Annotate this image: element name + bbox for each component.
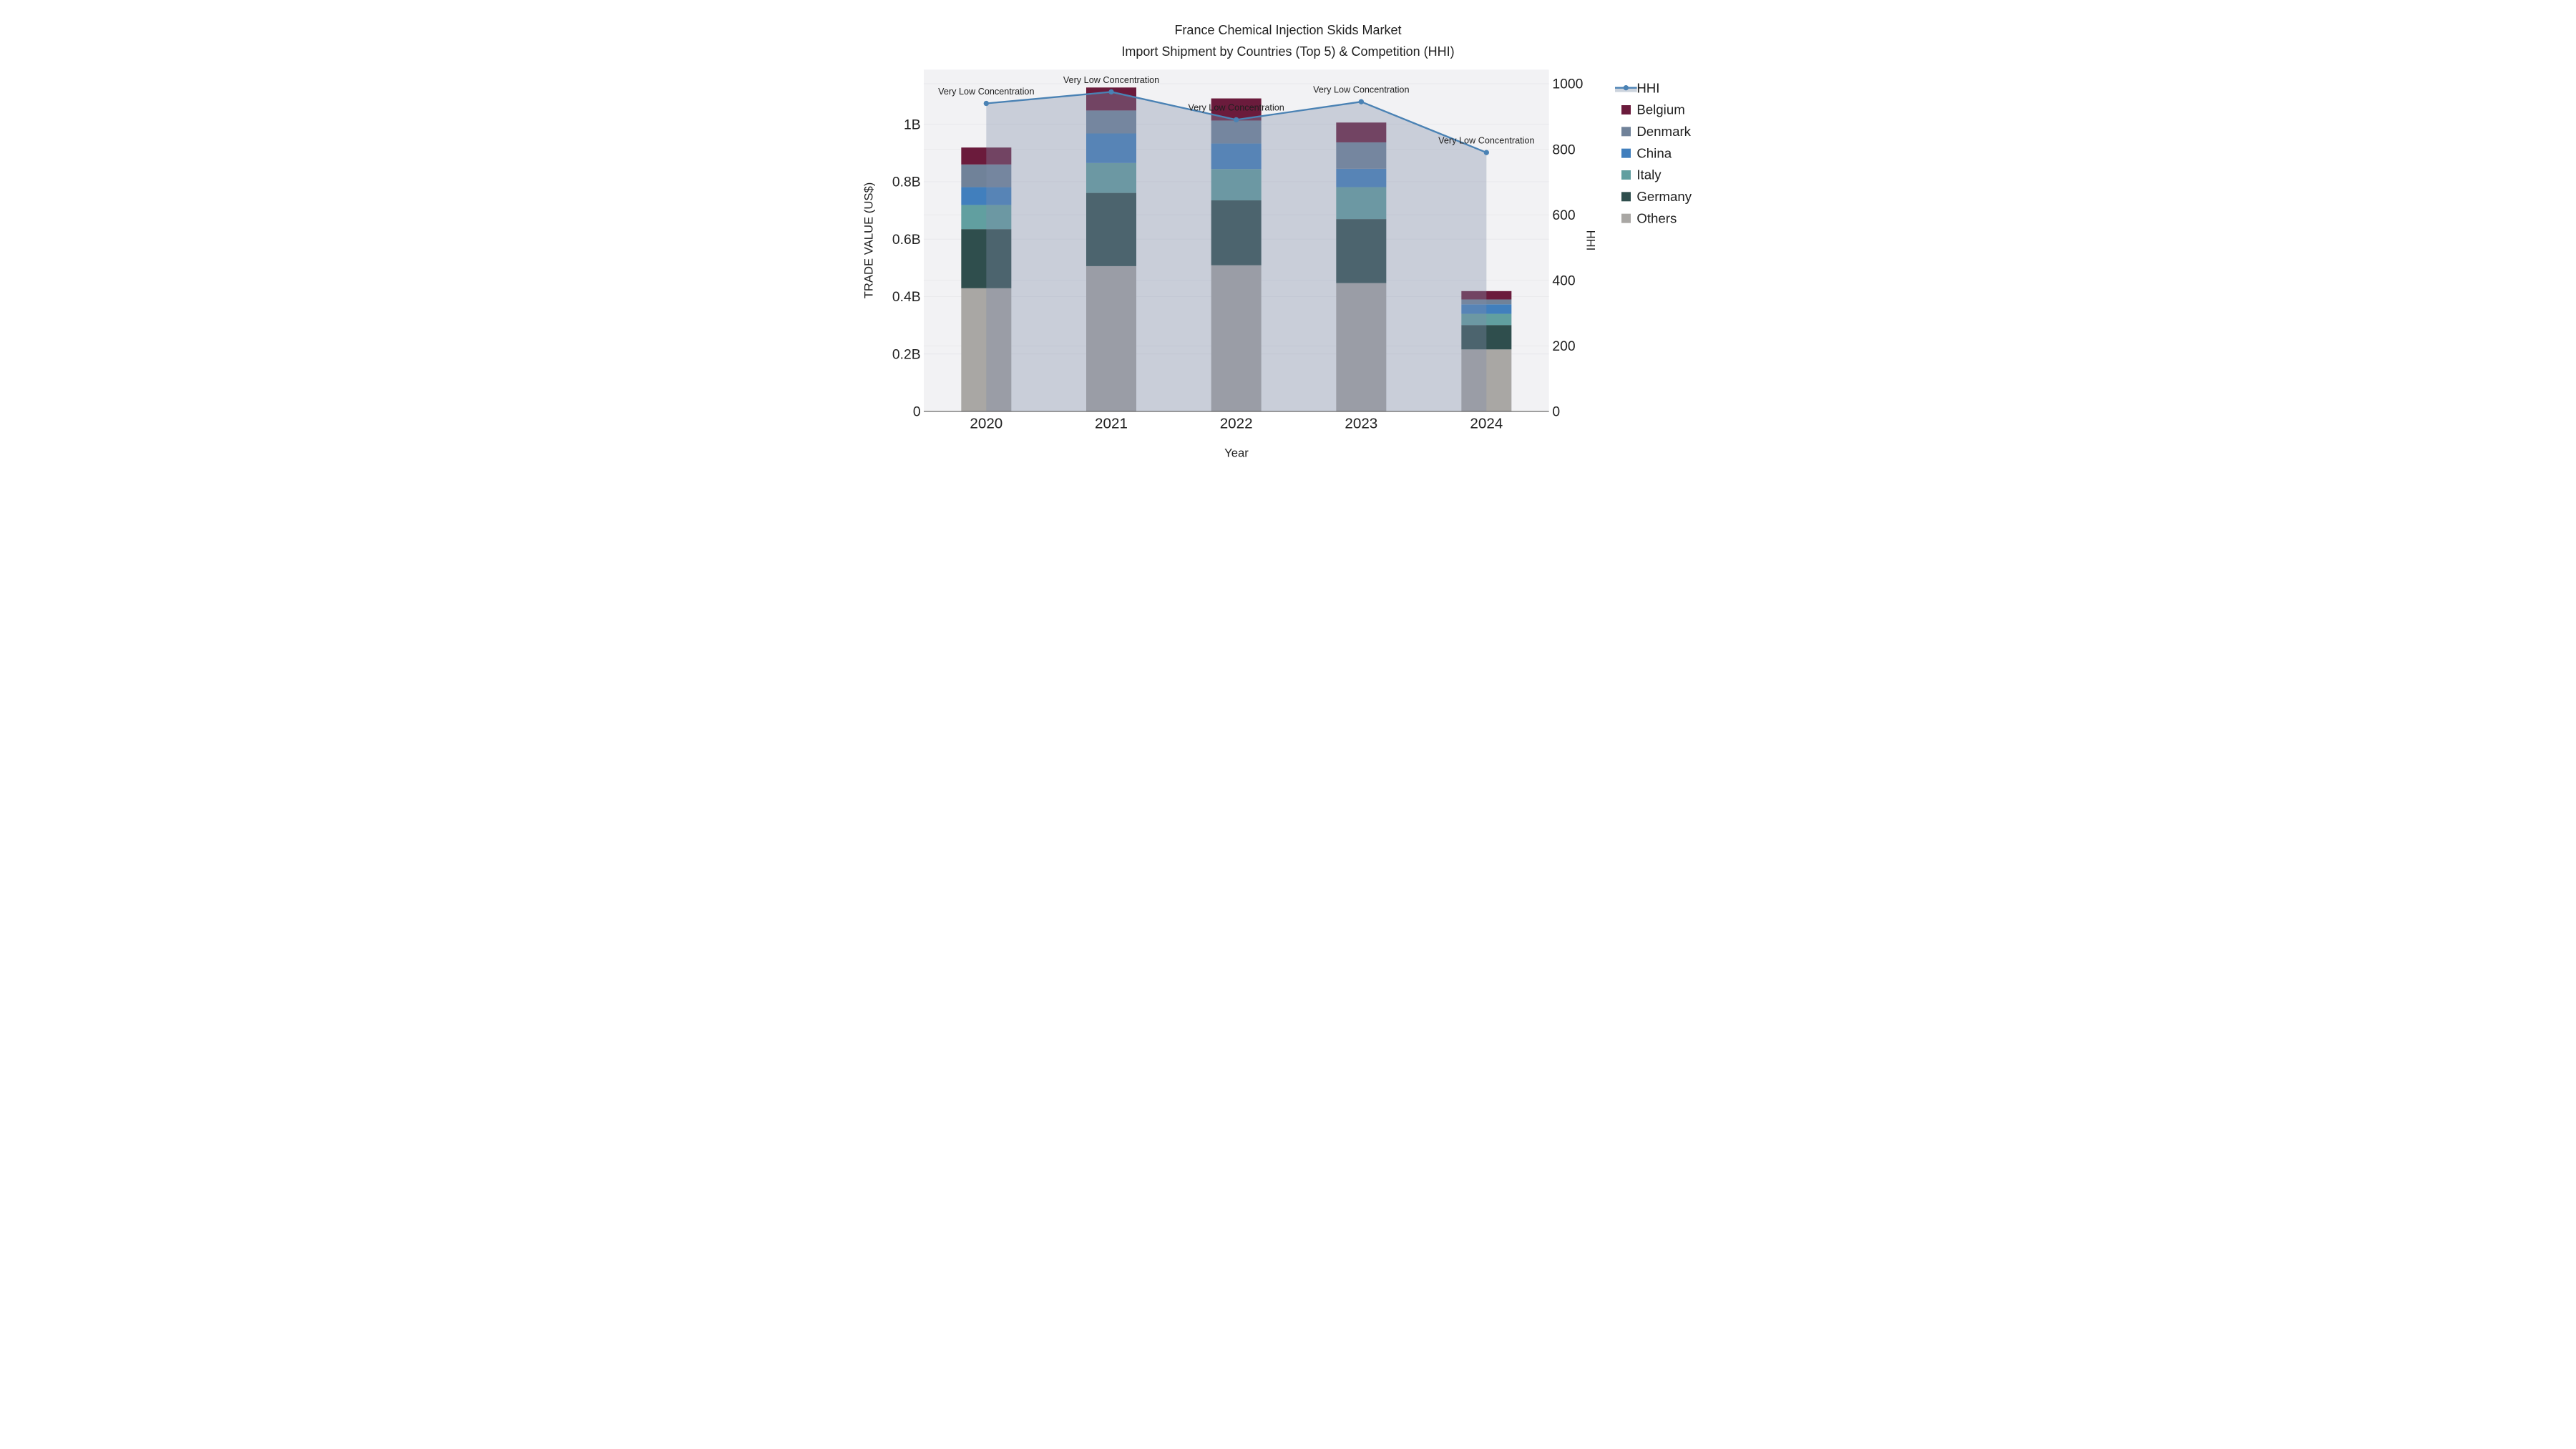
bar-segment-italy-2024 [1461,313,1512,326]
bar-segment-germany-2021 [1086,192,1136,266]
bar-segment-china-2024 [1461,304,1512,314]
hhi-markers [983,89,1489,155]
y-left-tick-0.8B: 0.8B [892,175,921,190]
annotation-2023: Very Low Concentration [1313,85,1409,95]
y-left-tick-labels: 0 0.2B 0.4B 0.6B 0.8B 1B [892,117,921,419]
legend-swatch-hhi-marker [1623,85,1629,91]
legend-item-germany[interactable]: Germany [1621,189,1692,204]
legend-label-china: China [1636,145,1672,160]
annotation-2022: Very Low Concentration [1188,103,1284,113]
hhi-marker-2020 [983,100,989,107]
bar-segment-others-2020 [961,288,1012,411]
x-tick-2021: 2021 [1095,416,1128,432]
hhi-marker-2021 [1108,89,1114,95]
legend-item-others[interactable]: Others [1621,210,1677,225]
legend-item-hhi[interactable]: HHI [1615,80,1659,95]
stacked-bars [961,87,1512,411]
x-tick-labels: 2020 2021 2022 2023 2024 [970,416,1503,432]
bar-segment-belgium-2024 [1461,291,1512,300]
legend-swatch-italy [1621,170,1631,180]
hhi-marker-2024 [1483,150,1489,155]
legend-swatch-others [1621,213,1631,223]
bar-segment-italy-2021 [1086,162,1136,193]
bar-segment-denmark-2021 [1086,110,1136,134]
legend-label-hhi: HHI [1636,80,1659,95]
annotation-2024: Very Low Concentration [1438,136,1534,146]
hhi-area-fill [986,92,1487,411]
hhi-marker-2023 [1358,99,1364,104]
legend-label-belgium: Belgium [1636,102,1684,117]
legend-swatch-belgium [1621,105,1631,114]
hhi-area-polygon [986,92,1487,411]
chart-canvas: Very Low Concentration Very Low Concentra… [859,0,1717,483]
bar-segment-germany-2020 [961,229,1012,288]
bar-segment-germany-2022 [1211,200,1262,265]
legend-label-italy: Italy [1636,167,1662,182]
y-right-tick-labels: 0 200 400 600 800 1000 [1552,77,1583,420]
legend-swatch-denmark [1621,127,1631,137]
legend-item-denmark[interactable]: Denmark [1621,124,1692,139]
legend-item-belgium[interactable]: Belgium [1621,102,1685,117]
bar-segment-belgium-2023 [1336,122,1387,142]
legend-swatch-germany [1621,192,1631,202]
y-right-tick-200: 200 [1552,339,1575,354]
bar-segment-denmark-2023 [1336,142,1387,169]
y-right-tick-1000: 1000 [1552,77,1583,92]
y-right-tick-0: 0 [1552,405,1560,420]
hhi-marker-2022 [1234,117,1239,123]
chart-title-line2: Import Shipment by Countries (Top 5) & C… [1121,44,1454,59]
legend: HHI Belgium Denmark China Italy Germany Others [1615,80,1692,225]
annotation-2021: Very Low Concentration [1063,75,1159,85]
x-tick-2024: 2024 [1470,416,1503,432]
bar-segment-others-2021 [1086,265,1136,411]
annotation-2020: Very Low Concentration [938,87,1034,97]
y-right-tick-400: 400 [1552,273,1575,288]
bar-segment-others-2024 [1461,349,1512,411]
bar-segment-others-2022 [1211,265,1262,411]
y-right-tick-600: 600 [1552,208,1575,223]
bar-segment-china-2020 [961,187,1012,205]
legend-item-italy[interactable]: Italy [1621,167,1662,182]
x-tick-2022: 2022 [1220,416,1253,432]
x-tick-2020: 2020 [970,416,1002,432]
y-right-axis-title: HHI [1584,230,1597,251]
bar-segment-others-2023 [1336,283,1387,411]
bar-segment-denmark-2022 [1211,120,1262,144]
bar-segment-denmark-2020 [961,164,1012,187]
y-left-axis-title: TRADE VALUE (US$) [862,182,875,299]
legend-label-denmark: Denmark [1636,124,1691,139]
y-left-tick-0.6B: 0.6B [892,233,921,248]
bar-segment-italy-2022 [1211,169,1262,201]
y-left-tick-0.4B: 0.4B [892,290,921,305]
chart-title-line1: France Chemical Injection Skids Market [1174,23,1401,37]
bar-segment-germany-2023 [1336,219,1387,283]
y-left-tick-0.2B: 0.2B [892,347,921,362]
figure: Very Low Concentration Very Low Concentra… [859,0,1717,483]
x-tick-2023: 2023 [1345,416,1377,432]
bar-segment-italy-2023 [1336,187,1387,220]
legend-label-germany: Germany [1636,189,1692,204]
bar-segment-denmark-2024 [1461,299,1512,305]
bar-segment-germany-2024 [1461,325,1512,350]
y-right-tick-800: 800 [1552,142,1575,157]
bar-segment-china-2022 [1211,143,1262,170]
legend-label-others: Others [1636,210,1677,225]
legend-swatch-china [1621,148,1631,158]
annotations: Very Low Concentration Very Low Concentra… [938,75,1534,146]
y-left-tick-1B: 1B [904,117,921,132]
legend-item-china[interactable]: China [1621,145,1672,160]
bar-segment-china-2021 [1086,133,1136,163]
bar-segment-italy-2020 [961,205,1012,230]
bar-segment-belgium-2020 [961,147,1012,165]
y-left-tick-0: 0 [913,405,921,420]
bar-segment-china-2023 [1336,168,1387,187]
x-axis-title: Year [1224,447,1249,460]
